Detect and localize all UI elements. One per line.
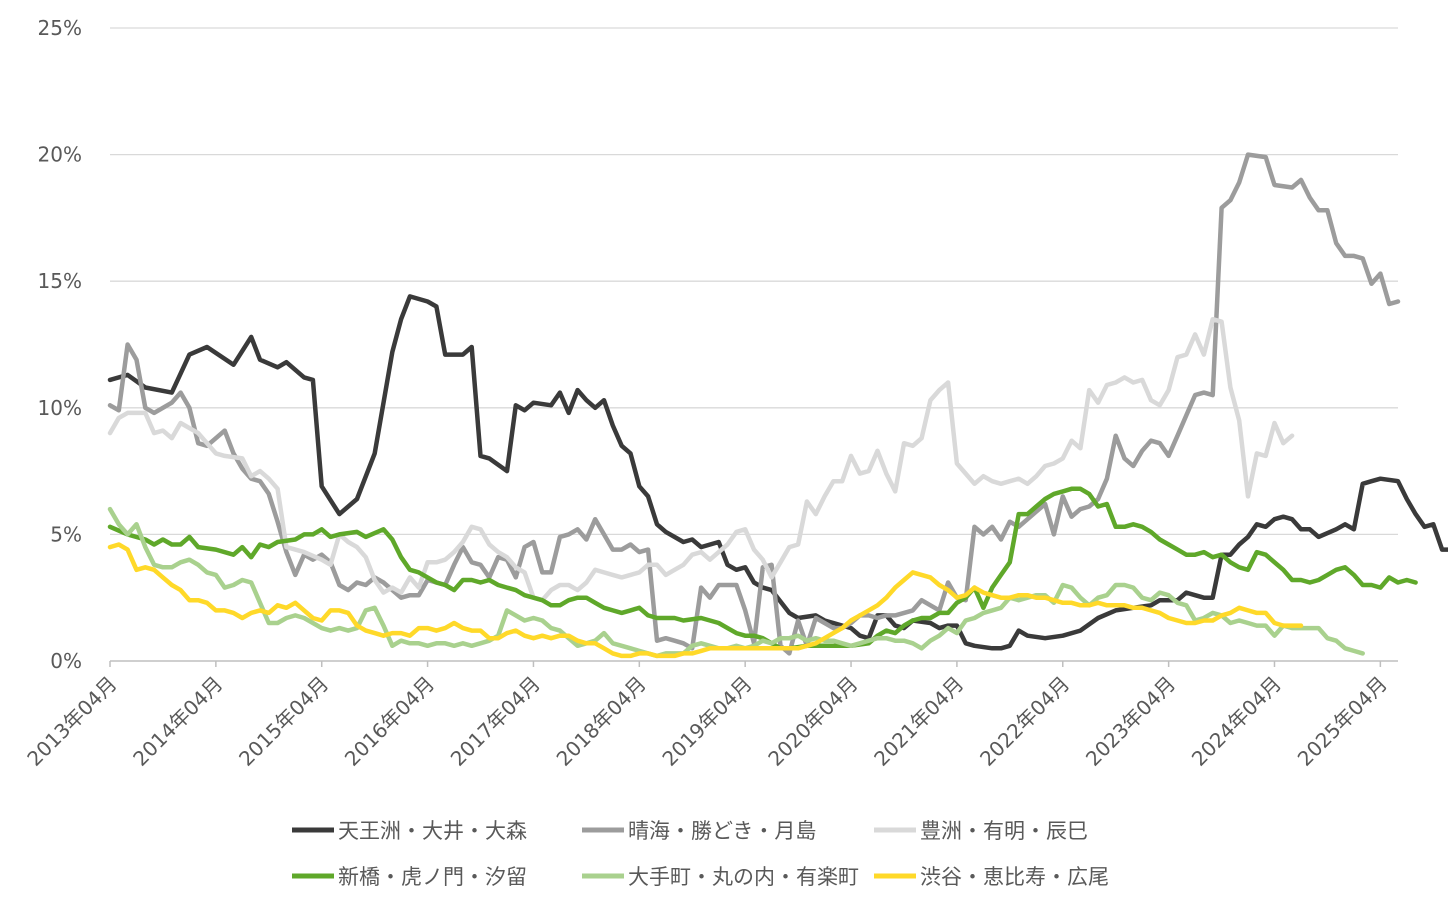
x-axis <box>109 660 1398 667</box>
x-tick-label: 2024年04月 <box>1187 672 1286 771</box>
x-tick-label: 2023年04月 <box>1081 672 1180 771</box>
legend-label: 大手町・丸の内・有楽町 <box>628 865 859 889</box>
gridlines <box>110 27 1398 536</box>
series-lines <box>107 152 1448 659</box>
series-line <box>107 542 1304 659</box>
x-tick-label: 2021年04月 <box>869 672 968 771</box>
legend-label: 豊洲・有明・辰巳 <box>920 819 1088 843</box>
x-axis-ticks: 2013年04月 2014年04月 2015年04月 2016年04月 2017年04月… <box>22 672 1392 771</box>
x-tick-label: 2020年04月 <box>763 672 862 771</box>
series-line <box>107 152 1401 656</box>
legend-label: 晴海・勝どき・月島 <box>628 819 816 843</box>
series-line <box>107 506 1365 659</box>
legend-label: 渋谷・恵比寿・広尾 <box>920 865 1109 889</box>
x-tick-label: 2013年04月 <box>22 672 121 771</box>
x-tick-label: 2018年04月 <box>552 672 651 771</box>
y-axis-ticks: 0% 5% 10% 15% 20% 25% <box>38 16 82 673</box>
y-tick-label: 15% <box>38 269 82 293</box>
legend-label: 新橋・虎ノ門・汐留 <box>338 865 527 889</box>
y-tick-label: 25% <box>38 16 82 40</box>
series-line <box>107 294 1448 651</box>
legend-label: 天王洲・大井・大森 <box>338 819 527 843</box>
y-tick-label: 0% <box>50 649 82 673</box>
series-line <box>107 316 1295 603</box>
y-tick-label: 20% <box>38 143 82 167</box>
x-tick-label: 2025年04月 <box>1293 672 1392 771</box>
y-tick-label: 10% <box>38 396 82 420</box>
x-tick-label: 2014年04月 <box>128 672 227 771</box>
x-tick-label: 2019年04月 <box>657 672 756 771</box>
x-tick-label: 2015年04月 <box>234 672 333 771</box>
x-tick-label: 2016年04月 <box>340 672 439 771</box>
y-tick-label: 5% <box>50 522 82 546</box>
x-tick-label: 2022年04月 <box>975 672 1074 771</box>
x-tick-label: 2017年04月 <box>446 672 545 771</box>
